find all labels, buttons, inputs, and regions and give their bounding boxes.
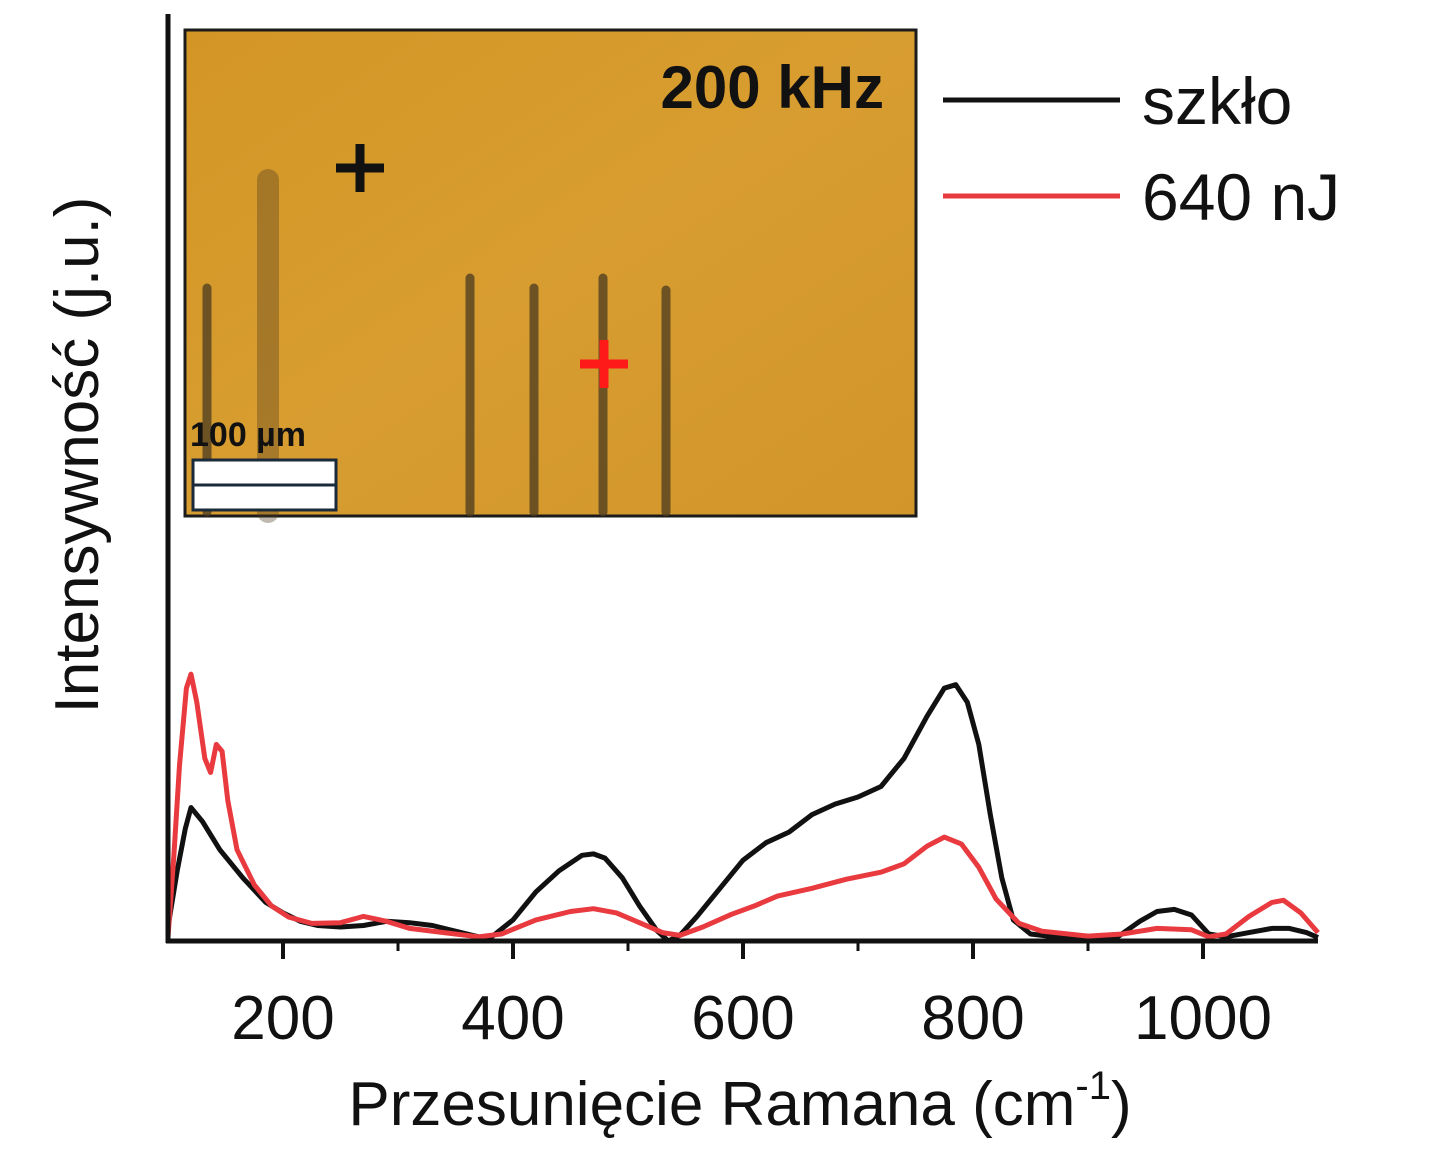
x-tick-label: 200 (231, 984, 334, 1053)
series-layer (165, 671, 1320, 944)
y-axis-title: Intensywność (j.u.) (43, 197, 112, 714)
x-axis-title-sup: -1 (1075, 1064, 1111, 1108)
modified-point-marker (580, 340, 628, 388)
x-tick-label: 400 (461, 984, 564, 1053)
scale-bar (191, 458, 338, 512)
x-tick-label: 800 (921, 984, 1024, 1053)
legend: szkło 640 nJ (943, 64, 1340, 234)
x-tick-label: 600 (691, 984, 794, 1053)
series-line-0 (165, 682, 1319, 944)
x-axis-title: Przesunięcie Ramana (cm-1) (348, 1064, 1131, 1139)
legend-label-szklo: szkło (1142, 64, 1292, 138)
x-ticks: 200 400 600 800 1000 (231, 941, 1272, 1053)
legend-label-640nj: 640 nJ (1142, 160, 1340, 234)
inset-background (183, 28, 918, 518)
series-line-1 (165, 671, 1320, 940)
inset-title: 200 kHz (661, 54, 884, 121)
x-axis-title-close: ) (1111, 1070, 1132, 1139)
glass-point-marker (336, 144, 384, 192)
inset-micrograph: 200 kHz 100 µm (183, 28, 918, 523)
x-axis-title-main: Przesunięcie Ramana (cm (348, 1070, 1075, 1139)
x-tick-label: 1000 (1134, 984, 1272, 1053)
scale-bar-label: 100 µm (190, 416, 306, 454)
